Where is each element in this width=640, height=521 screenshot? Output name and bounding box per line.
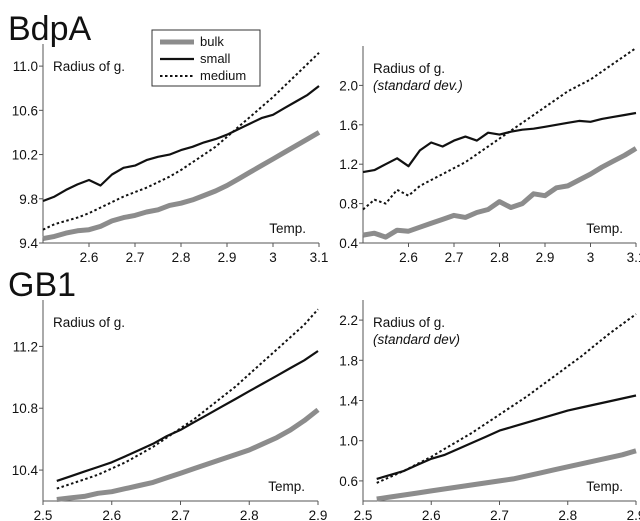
y-tick-label: 1.8	[339, 353, 358, 368]
section-title-bdpa: BdpA	[8, 10, 91, 48]
y-tick-label: 0.8	[339, 197, 358, 212]
x-tick-label: 3	[587, 250, 595, 265]
y-tick-label: 10.6	[12, 103, 38, 118]
x-tick-label: 2.5	[34, 508, 53, 521]
x-tick-label: 2.9	[309, 508, 328, 521]
x-tick-label: 2.6	[80, 250, 99, 265]
x-tick-label: 2.9	[218, 250, 237, 265]
panel-subtitle: (standard dev)	[373, 332, 460, 347]
x-tick-label: 2.9	[536, 250, 555, 265]
series-line-medium	[42, 52, 320, 231]
y-tick-label: 1.6	[339, 118, 358, 133]
series-line-small	[376, 394, 637, 480]
series-line-medium	[56, 308, 319, 490]
series-line-bulk	[56, 407, 320, 502]
x-axis-label: Temp.	[269, 221, 306, 236]
panel-title: Radius of g.	[373, 315, 445, 330]
chart-bdpa-radius-std: 0.4 0.8 1.2 1.6 2.0 2.6 2.7 2.8 2.9 3 3.1 Radius of…	[339, 46, 640, 265]
y-tick-label: 11.0	[13, 59, 38, 74]
legend-label-bulk: bulk	[200, 34, 224, 49]
x-axis-label: Temp.	[586, 479, 623, 494]
y-tick-label: 10.2	[12, 148, 38, 163]
x-tick-label: 3	[269, 250, 277, 265]
y-tick-label: 9.4	[19, 236, 38, 251]
chart-bdpa-radius: 9.4 9.8 10.2 10.6 11.0 2.6 2.7 2.8 2.9 3 3.1 Radius…	[12, 44, 329, 265]
panel-title: Radius of g.	[53, 315, 125, 330]
y-tick-label: 10.8	[12, 401, 38, 416]
x-tick-label: 3.1	[627, 250, 640, 265]
y-tick-label: 11.2	[13, 339, 38, 354]
y-tick-label: 10.4	[12, 463, 39, 478]
legend: bulk small medium	[151, 29, 261, 87]
x-tick-label: 2.6	[102, 508, 121, 521]
x-tick-label: 2.5	[354, 508, 373, 521]
x-axis-label: Temp.	[268, 479, 305, 494]
series-line-small	[56, 350, 319, 482]
y-tick-label: 2.0	[339, 78, 358, 93]
x-tick-label: 2.7	[445, 250, 464, 265]
y-tick-label: 0.6	[339, 474, 358, 489]
series-line-small	[362, 111, 637, 174]
x-tick-label: 2.6	[399, 250, 418, 265]
y-tick-label: 1.4	[339, 394, 358, 409]
series-line-bulk	[42, 130, 321, 242]
y-tick-label: 2.2	[339, 313, 358, 328]
section-title-gb1: GB1	[8, 266, 76, 304]
x-tick-label: 2.7	[126, 250, 145, 265]
x-tick-label: 2.6	[422, 508, 441, 521]
panel-title: Radius of g.	[373, 61, 445, 76]
series-line-medium	[376, 313, 637, 484]
x-tick-label: 2.8	[490, 250, 509, 265]
chart-gb1-radius-std: 0.6 1.0 1.4 1.8 2.2 2.5 2.6 2.7 2.8 2.9 Radius of …	[339, 300, 640, 521]
x-tick-label: 3.1	[310, 250, 329, 265]
legend-label-medium: medium	[200, 68, 246, 83]
x-tick-label: 2.9	[627, 508, 640, 521]
x-tick-label: 2.7	[490, 508, 509, 521]
x-axis-label: Temp.	[586, 221, 623, 236]
panel-subtitle: (standard dev.)	[373, 78, 463, 93]
series-line-small	[42, 85, 320, 203]
series-line-medium	[362, 47, 637, 211]
x-tick-label: 2.8	[240, 508, 259, 521]
series-line-bulk	[362, 146, 638, 240]
y-tick-label: 1.2	[339, 157, 358, 172]
series-line-bulk	[376, 448, 637, 502]
x-tick-label: 2.7	[171, 508, 190, 521]
chart-gb1-radius: 10.4 10.8 11.2 2.5 2.6 2.7 2.8 2.9 Radius of g. T…	[12, 300, 328, 521]
y-tick-label: 9.8	[19, 192, 38, 207]
panel-title: Radius of g.	[53, 59, 125, 74]
y-tick-label: 0.4	[339, 236, 358, 251]
x-tick-label: 2.8	[172, 250, 191, 265]
x-tick-label: 2.8	[558, 508, 577, 521]
legend-label-small: small	[200, 51, 230, 66]
y-tick-label: 1.0	[339, 434, 358, 449]
